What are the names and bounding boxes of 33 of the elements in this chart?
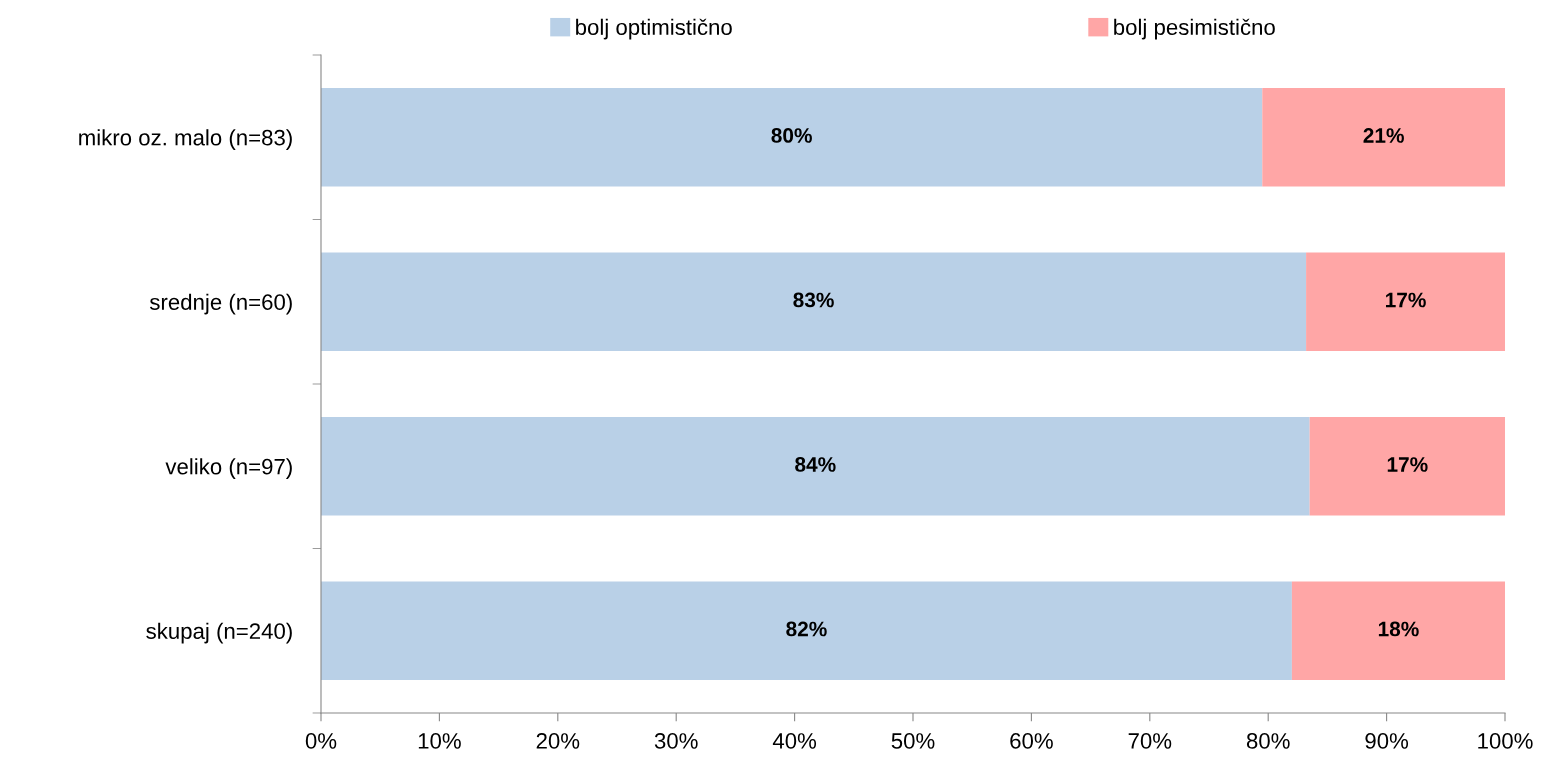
data-label: 18% bbox=[1378, 621, 1419, 637]
x-tick-label: 100% bbox=[1478, 733, 1533, 749]
y-tick-label: veliko (n=97) bbox=[165, 458, 292, 479]
bar bbox=[321, 581, 1292, 681]
data-label: 83% bbox=[793, 292, 834, 308]
data-label: 80% bbox=[771, 128, 812, 143]
x-tick-label: 30% bbox=[654, 733, 698, 749]
y-tick-label: skupaj (n=240) bbox=[146, 622, 292, 644]
y-tick-label: mikro oz. malo (n=83) bbox=[79, 129, 292, 150]
data-label: 17% bbox=[1386, 292, 1426, 308]
data-label: 21% bbox=[1363, 128, 1404, 143]
bar bbox=[1262, 87, 1505, 187]
x-tick-label: 80% bbox=[1246, 733, 1290, 749]
bar bbox=[1309, 416, 1505, 516]
legend-label: bolj optimistično bbox=[576, 18, 732, 40]
bar bbox=[1291, 581, 1505, 681]
x-tick-label: 50% bbox=[891, 733, 935, 749]
bar bbox=[1306, 252, 1505, 352]
bar bbox=[321, 416, 1310, 516]
x-tick-label: 10% bbox=[418, 733, 461, 749]
legend-label: bolj pesimistično bbox=[1114, 18, 1275, 40]
data-label: 82% bbox=[786, 621, 827, 637]
data-label: 84% bbox=[795, 457, 836, 472]
x-tick-label: 20% bbox=[536, 733, 580, 749]
bar bbox=[321, 87, 1263, 187]
x-tick-label: 90% bbox=[1365, 733, 1409, 749]
x-tick-label: 40% bbox=[772, 733, 817, 749]
bar bbox=[321, 252, 1307, 352]
data-label: 17% bbox=[1387, 457, 1428, 472]
x-tick-label: 60% bbox=[1010, 733, 1053, 749]
y-tick-label: srednje (n=60) bbox=[149, 293, 292, 315]
x-tick-label: 0% bbox=[305, 733, 337, 749]
x-tick-label: 70% bbox=[1128, 733, 1172, 749]
